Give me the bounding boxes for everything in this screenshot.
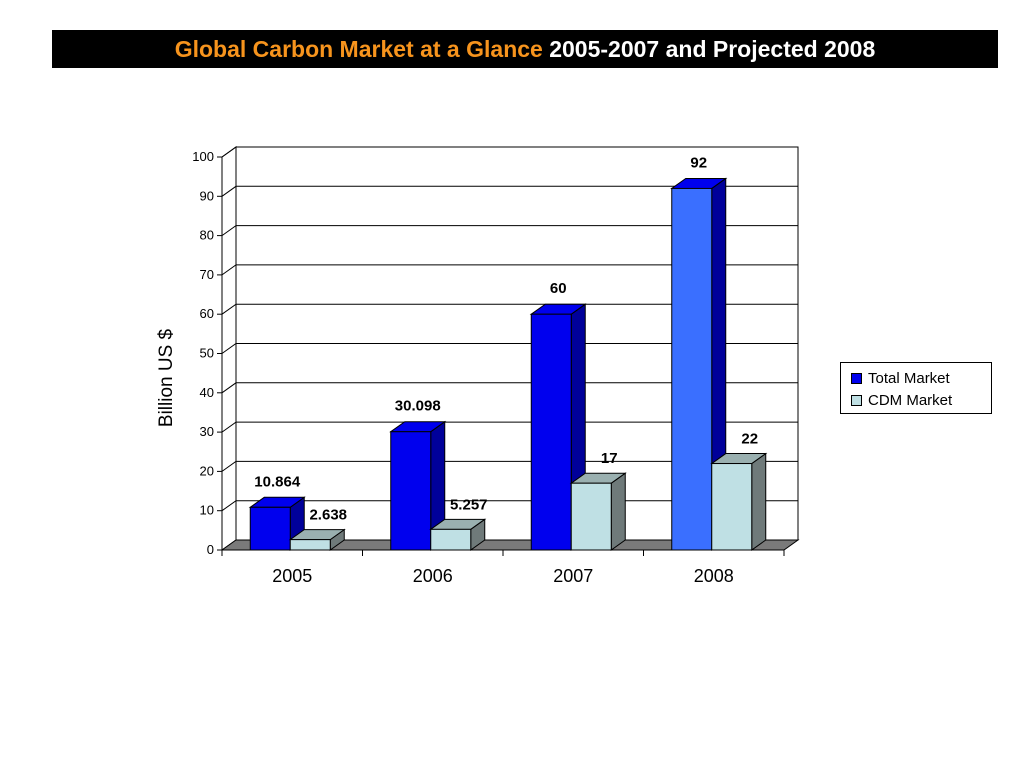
y-tick-label: 70 [200, 267, 214, 282]
chart-bars [248, 177, 768, 551]
data-label-total-market-2005: 10.864 [254, 473, 301, 490]
gridline [221, 460, 798, 472]
gridline [221, 303, 798, 315]
gridline [221, 225, 798, 237]
bar-cdm-market-2006 [429, 518, 487, 551]
x-tick-label-2007: 2007 [553, 566, 593, 586]
data-label-total-market-2006: 30.098 [395, 398, 441, 415]
gridline [221, 146, 798, 158]
bar-total-market-2008-front [671, 187, 713, 551]
y-tick-label: 20 [200, 463, 214, 478]
bar-total-market-2006-front [390, 431, 432, 551]
bar-cdm-market-2006-front [430, 528, 472, 551]
bar-cdm-market-2008-front [711, 463, 753, 551]
legend-label-total-market: Total Market [868, 369, 950, 387]
legend-swatch-cdm-market [851, 394, 862, 406]
bar-cdm-market-2008 [710, 452, 768, 551]
gridline [221, 343, 798, 354]
data-label-cdm-market-2008: 22 [741, 431, 758, 448]
bar-total-market-2005-front [249, 506, 291, 551]
gridline [221, 421, 798, 433]
legend-item-cdm-market: CDM Market [851, 389, 991, 411]
title-rest: 2005-2007 and Projected 2008 [549, 35, 876, 62]
data-label-total-market-2007: 60 [550, 280, 567, 297]
y-tick-label: 40 [200, 385, 214, 400]
legend-swatch-total-market [851, 372, 862, 384]
x-tick-label-2008: 2008 [694, 566, 734, 586]
y-axis-label: Billion US $ [156, 328, 177, 427]
y-tick-label: 30 [200, 424, 214, 439]
bar-cdm-market-2007-side [610, 472, 626, 551]
bar-cdm-market-2007 [569, 472, 627, 551]
y-tick-label: 100 [192, 149, 214, 164]
data-label-cdm-market-2007: 17 [601, 450, 618, 467]
bar-cdm-market-2005-front [289, 539, 331, 551]
title-highlight: Global Carbon Market at a Glance [174, 35, 543, 62]
bar-cdm-market-2008-side [751, 452, 767, 551]
chart-labels: 0 10 20 30 40 50 60 70 80 90 100 10.864 2.638 2005 30.… [192, 149, 758, 586]
y-tick-label: 90 [200, 188, 214, 203]
data-label-total-market-2008: 92 [690, 154, 707, 171]
data-label-cdm-market-2005: 2.638 [309, 507, 347, 524]
bar-cdm-market-2007-front [570, 482, 612, 551]
x-tick-label-2005: 2005 [272, 566, 312, 586]
y-tick-label: 60 [200, 306, 214, 321]
bar-cdm-market-2005 [288, 528, 346, 551]
y-tick-label: 80 [200, 228, 214, 243]
y-tick-label: 50 [200, 346, 214, 361]
gridline [221, 264, 798, 276]
legend-label-cdm-market: CDM Market [868, 391, 953, 409]
bar-total-market-2007-front [530, 313, 572, 551]
data-label-cdm-market-2006: 5.257 [450, 496, 488, 513]
gridline [221, 185, 798, 197]
gridline [221, 382, 798, 394]
bar-total-market-2006 [389, 420, 447, 551]
legend-item-total-market: Total Market [851, 367, 991, 389]
chart-title: Global Carbon Market at a Glance 2005-20… [52, 30, 998, 68]
y-tick-label: 0 [207, 542, 214, 557]
x-tick-label-2006: 2006 [413, 566, 453, 586]
chart-legend: Total Market CDM Market [840, 362, 992, 414]
y-tick-label: 10 [200, 503, 214, 518]
